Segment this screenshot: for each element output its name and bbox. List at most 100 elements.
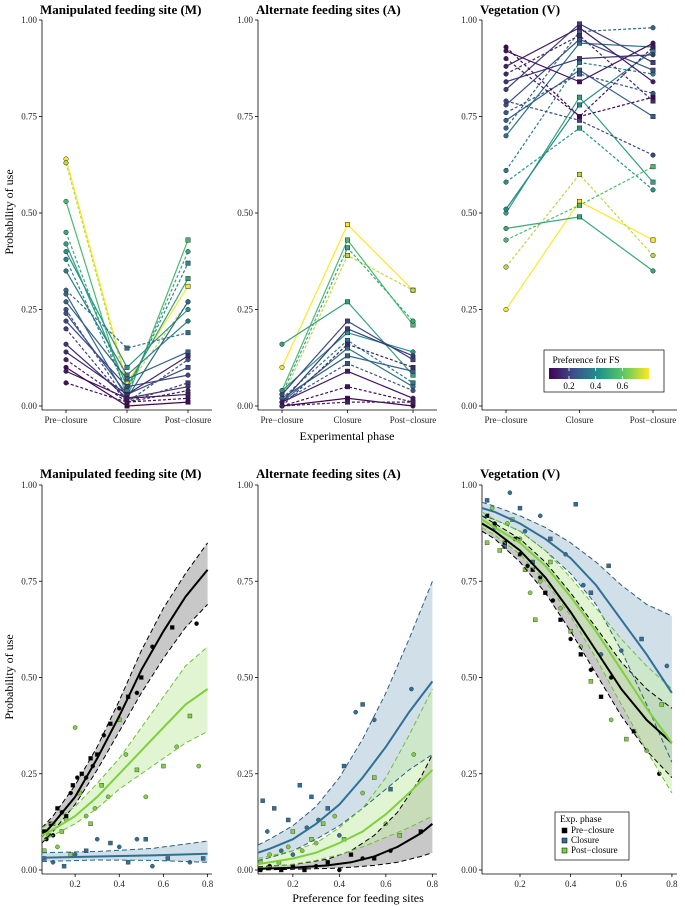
- series-point: [410, 318, 416, 324]
- data-point-post: [72, 725, 78, 730]
- data-point-closure: [61, 863, 67, 869]
- x-tick-label: Pre−closure: [44, 415, 87, 425]
- data-point-pre: [194, 621, 199, 626]
- series-point: [63, 380, 69, 386]
- data-point-pre: [598, 694, 604, 699]
- data-point-post: [548, 559, 553, 565]
- y-tick-label: 0.75: [461, 576, 477, 586]
- series-point: [410, 287, 416, 293]
- data-point-post: [285, 844, 291, 850]
- series-line: [505, 173, 654, 268]
- data-point-closure: [341, 763, 347, 769]
- x-tick-label: 0.4: [334, 879, 346, 889]
- series-point: [63, 318, 69, 324]
- data-point-closure: [522, 528, 528, 534]
- series-point: [185, 364, 191, 370]
- series-point: [279, 403, 285, 409]
- series-point: [503, 264, 509, 270]
- y-tick-label: 0.25: [237, 769, 253, 779]
- ci-upper-pre: [41, 542, 209, 828]
- data-point-post: [320, 821, 326, 826]
- panel-title: Vegetation (V): [480, 2, 560, 17]
- series-line: [65, 289, 189, 349]
- y-tick-label: 0.00: [461, 401, 477, 411]
- series-point: [650, 114, 656, 119]
- series-point: [410, 388, 416, 394]
- data-point-closure: [134, 836, 140, 842]
- series-point: [650, 252, 656, 259]
- data-point-post: [372, 775, 377, 780]
- series-point: [503, 206, 509, 212]
- data-point-closure: [639, 636, 644, 642]
- bottom-x-axis-label: Preference for feeding sites: [292, 891, 424, 905]
- y-tick-label: 0.50: [461, 208, 477, 218]
- data-point-closure: [83, 848, 89, 853]
- series-point: [63, 268, 69, 274]
- top-x-axis-label: Experimental phase: [300, 429, 395, 443]
- bottom-y-axis-label: Probability of use: [2, 634, 16, 719]
- fit-line-closure: [257, 680, 434, 854]
- x-tick-label: 0.2: [514, 879, 525, 889]
- x-tick-label: Closure: [566, 415, 594, 425]
- series-point: [345, 341, 350, 347]
- data-point-closure: [580, 582, 586, 588]
- series-point: [185, 318, 191, 324]
- series-point: [650, 25, 656, 31]
- series-point: [345, 237, 350, 243]
- ci-band-post: [42, 646, 208, 842]
- data-point-post: [484, 540, 490, 545]
- data-point-pre: [75, 775, 80, 780]
- data-point-closure: [588, 590, 594, 595]
- series-point: [577, 25, 582, 31]
- data-point-closure: [360, 702, 365, 707]
- y-tick-label: 0.25: [461, 769, 477, 779]
- data-point-pre: [568, 636, 573, 642]
- y-tick-label: 0.25: [21, 305, 37, 315]
- data-point-post: [360, 790, 365, 796]
- x-tick-label: 0.6: [380, 879, 392, 889]
- x-tick-label: Pre−closure: [260, 415, 303, 425]
- y-tick-label: 1.00: [21, 15, 37, 25]
- ci-band-pre: [42, 542, 208, 843]
- series-point: [63, 357, 69, 363]
- fit-line-post: [257, 769, 434, 866]
- data-point-pre: [139, 675, 144, 680]
- ci-lower-closure: [41, 859, 208, 863]
- series-point: [279, 391, 285, 397]
- series-point: [650, 268, 656, 274]
- ci-upper-post: [41, 646, 208, 829]
- data-point-closure: [286, 817, 291, 823]
- y-tick-label: 0.25: [21, 769, 37, 779]
- fit-line-closure: [41, 852, 208, 859]
- series-point: [345, 368, 350, 374]
- data-point-closure: [517, 505, 523, 511]
- data-point-pre: [70, 783, 76, 788]
- series-point: [185, 276, 191, 282]
- data-point-pre: [558, 617, 563, 622]
- series-point: [650, 187, 656, 193]
- series-point: [577, 125, 582, 131]
- series-point: [650, 67, 656, 73]
- series-line: [281, 238, 414, 391]
- top-y-axis-label: Probability of use: [2, 169, 16, 254]
- series-point: [577, 102, 582, 108]
- series-line: [65, 232, 189, 397]
- panel-title: Vegetation (V): [480, 466, 560, 481]
- data-point-closure: [108, 840, 113, 846]
- data-point-post: [527, 590, 533, 596]
- data-point-closure: [297, 783, 303, 788]
- series-point: [503, 179, 509, 185]
- bottom-panel-2: Alternate feeding sites (A) 0.00 0.25 0.50 0…: [237, 466, 438, 889]
- series-point: [63, 326, 69, 332]
- ci-band-post: [258, 689, 433, 869]
- x-tick-label: Pre−closure: [484, 415, 527, 425]
- series-point: [185, 249, 191, 255]
- series-point: [345, 299, 350, 305]
- data-point-post: [558, 605, 563, 611]
- series-point: [577, 171, 582, 177]
- data-point-post: [537, 578, 543, 584]
- data-point-closure: [150, 863, 155, 869]
- fit-line-pre: [481, 522, 673, 744]
- y-tick-label: 1.00: [21, 480, 37, 490]
- series-point: [185, 283, 191, 289]
